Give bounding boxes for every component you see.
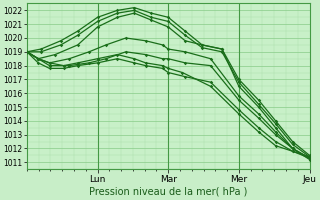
X-axis label: Pression niveau de la mer( hPa ): Pression niveau de la mer( hPa ) xyxy=(89,187,247,197)
